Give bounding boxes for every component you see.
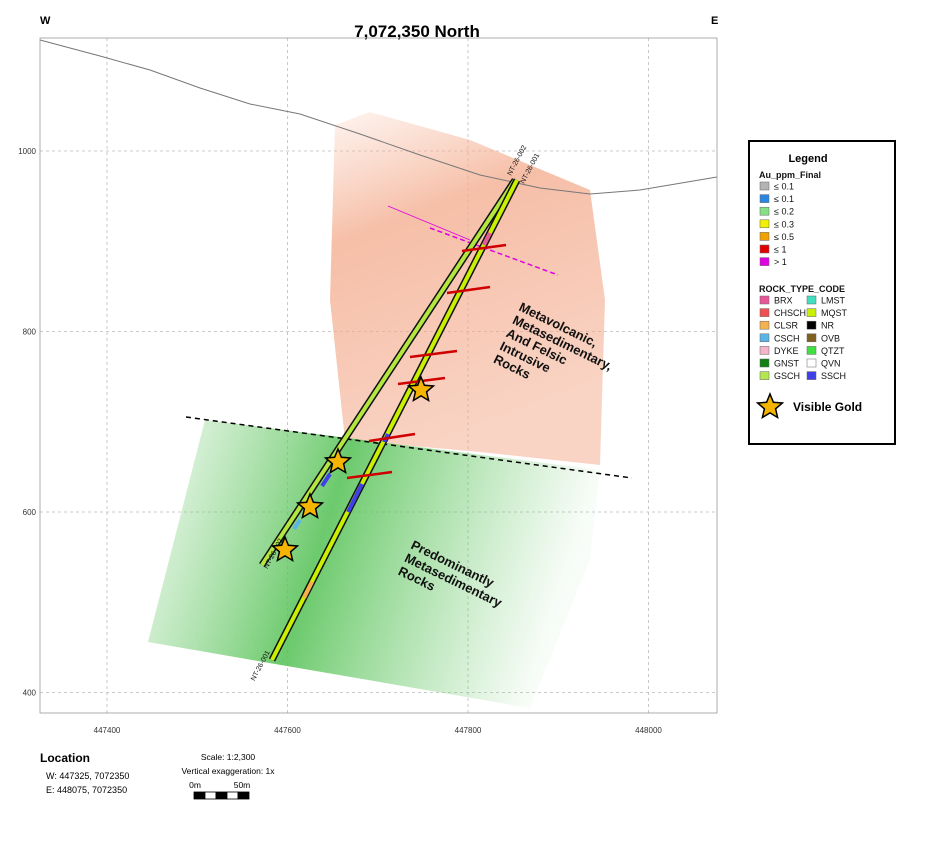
legend-label: ≤ 0.1 [774, 182, 794, 192]
gold-star [270, 535, 300, 563]
scale-exaggeration: Vertical exaggeration: 1x [181, 766, 275, 776]
location-east: E: 448075, 7072350 [46, 785, 127, 795]
x-tick-label: 447400 [94, 726, 121, 735]
legend-label: LMST [821, 296, 846, 306]
contact-line [185, 416, 633, 479]
vein-trace [387, 205, 471, 241]
legend-gold: Visible Gold [793, 400, 862, 414]
legend-title: Legend [788, 153, 827, 165]
legend-swatch [759, 320, 770, 330]
gold-star [323, 447, 353, 475]
legend-section: ROCK_TYPE_CODE [759, 284, 845, 294]
drillhole [259, 178, 518, 567]
legend-label: SSCH [821, 371, 846, 381]
legend-label: BRX [774, 296, 793, 306]
legend-swatch [759, 333, 770, 343]
volcanic-zone [330, 112, 605, 465]
topography [39, 39, 718, 195]
legend-swatch [806, 371, 817, 380]
east-label: E [711, 15, 718, 27]
sedimentary-zone [148, 420, 600, 708]
gold-star [755, 392, 785, 420]
legend-swatch [759, 232, 770, 241]
legend-swatch [759, 194, 770, 203]
legend-swatch [759, 346, 770, 355]
legend-label: GNST [774, 359, 800, 369]
x-tick-label: 448000 [635, 726, 662, 735]
legend-swatch [759, 244, 770, 254]
grid: 1000 800 600 400 447400 447600 447800 448000 [18, 38, 717, 735]
legend-label: MQST [821, 308, 848, 318]
gold-star [406, 375, 436, 403]
location-west: W: 447325, 7072350 [46, 771, 129, 781]
legend-swatch [806, 333, 817, 343]
legend-label: NR [821, 321, 834, 331]
gold-star [295, 492, 325, 520]
legend-swatch [759, 358, 770, 368]
legend-swatch [759, 308, 770, 317]
legend-swatch [806, 308, 817, 317]
legend-swatch [759, 206, 770, 216]
legend-label: OVB [821, 333, 840, 343]
scale-bar [193, 791, 250, 800]
vein-trace [429, 227, 559, 276]
y-tick-label: 400 [23, 689, 37, 698]
legend-swatch [759, 219, 770, 229]
title: 7,072,350 North [354, 22, 480, 41]
legend-label: QVN [821, 359, 841, 369]
x-tick-label: 447800 [455, 726, 482, 735]
legend-swatch [806, 320, 817, 330]
legend-label: CSCH [774, 333, 800, 343]
legend-swatch [806, 295, 817, 305]
legend-swatch [759, 295, 770, 305]
legend-swatch [806, 358, 817, 368]
location-title: Location [40, 751, 90, 765]
legend-swatch [759, 257, 770, 266]
legend-section: Au_ppm_Final [759, 170, 821, 180]
legend-label: ≤ 1 [774, 245, 786, 255]
legend-label: ≤ 0.2 [774, 207, 794, 217]
y-tick-label: 600 [23, 508, 37, 517]
plot-frame [39, 37, 718, 714]
legend-label: CLSR [774, 321, 799, 331]
scale-start: 0m [189, 780, 201, 790]
legend-label: DYKE [774, 346, 799, 356]
legend-box [748, 140, 896, 445]
y-tick-label: 1000 [18, 147, 36, 156]
legend-swatch [806, 346, 817, 355]
legend-label: QTZT [821, 346, 845, 356]
drillhole [268, 178, 521, 662]
x-tick-label: 447600 [274, 726, 301, 735]
legend-swatch [759, 371, 770, 380]
legend-label: > 1 [774, 257, 787, 267]
legend-label: CHSCH [774, 308, 806, 318]
scale-ratio: Scale: 1:2,300 [201, 752, 256, 762]
scale-end: 50m [234, 780, 251, 790]
west-label: W [40, 15, 51, 27]
legend-label: ≤ 0.3 [774, 219, 794, 229]
y-tick-label: 800 [23, 328, 37, 337]
legend-label: ≤ 0.5 [774, 232, 794, 242]
legend-label: ≤ 0.1 [774, 194, 794, 204]
legend-items: ≤ 0.1 ≤ 0.1 ≤ 0.2 ≤ 0.3 ≤ 0.5 ≤ 1 > 1 BRX CHSCH C… [759, 181, 848, 381]
gold-stars [270, 375, 785, 563]
legend-swatch [759, 181, 770, 191]
legend-label: GSCH [774, 371, 800, 381]
